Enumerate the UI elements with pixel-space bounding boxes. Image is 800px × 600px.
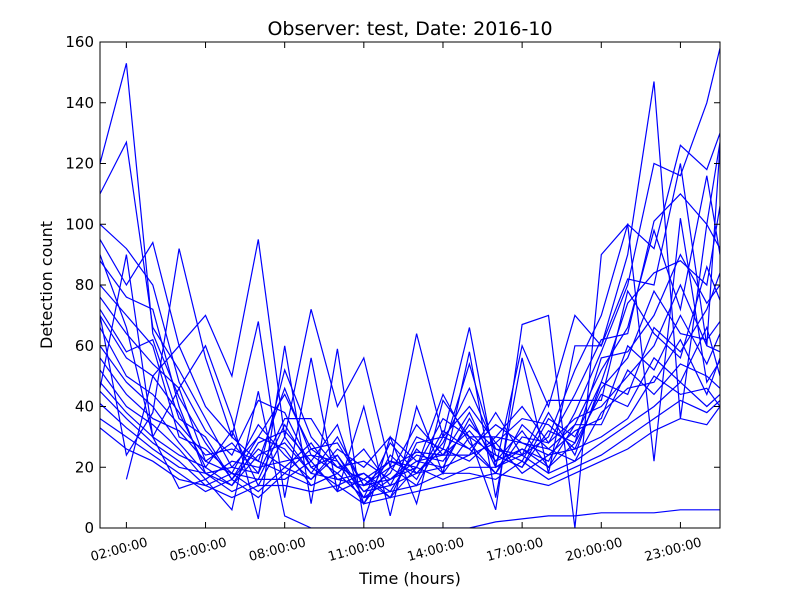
y-tick-label: 140 (65, 94, 94, 112)
y-tick-label: 80 (75, 276, 94, 294)
series-line-18 (100, 406, 720, 505)
x-axis-label: Time (hours) (358, 569, 461, 588)
y-tick-label: 40 (75, 398, 94, 416)
series-line-17 (100, 399, 720, 499)
series-line-21 (100, 218, 720, 528)
series-line-22 (100, 254, 720, 528)
series-line-10 (100, 272, 720, 481)
y-tick-label: 160 (65, 33, 94, 51)
series-line-8 (100, 289, 720, 499)
chart-title: Observer: test, Date: 2016-10 (267, 18, 552, 40)
series-line-19 (125, 81, 720, 480)
series-line-1 (100, 47, 720, 487)
y-tick-label: 20 (75, 458, 94, 476)
y-tick-label: 100 (65, 215, 94, 233)
series-line-14 (100, 363, 720, 487)
series-layer (100, 47, 720, 528)
series-line-12 (100, 325, 720, 493)
series-line-20 (100, 145, 720, 517)
series-line-4 (100, 205, 720, 487)
y-axis-label: Detection count (37, 221, 56, 349)
y-tick-label: 0 (84, 519, 94, 537)
y-tick-label: 120 (65, 155, 94, 173)
series-line-16 (100, 381, 720, 499)
y-tick-label: 60 (75, 337, 94, 355)
y-axis: 0 20 40 60 80 100 120 140 160 (65, 33, 720, 537)
